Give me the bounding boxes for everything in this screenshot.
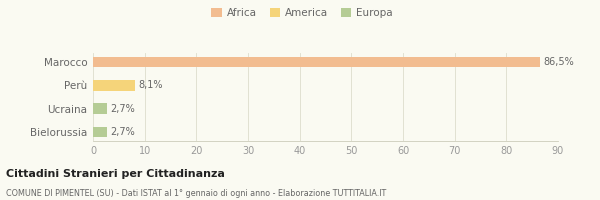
Legend: Africa, America, Europa: Africa, America, Europa xyxy=(207,4,397,22)
Text: 2,7%: 2,7% xyxy=(110,104,136,114)
Bar xyxy=(93,80,135,91)
Text: 86,5%: 86,5% xyxy=(544,57,574,67)
Text: 8,1%: 8,1% xyxy=(139,80,163,90)
Bar xyxy=(93,57,540,67)
Text: COMUNE DI PIMENTEL (SU) - Dati ISTAT al 1° gennaio di ogni anno - Elaborazione T: COMUNE DI PIMENTEL (SU) - Dati ISTAT al … xyxy=(6,189,386,198)
Bar xyxy=(93,127,107,137)
Text: Cittadini Stranieri per Cittadinanza: Cittadini Stranieri per Cittadinanza xyxy=(6,169,225,179)
Text: 2,7%: 2,7% xyxy=(110,127,136,137)
Bar xyxy=(93,103,107,114)
